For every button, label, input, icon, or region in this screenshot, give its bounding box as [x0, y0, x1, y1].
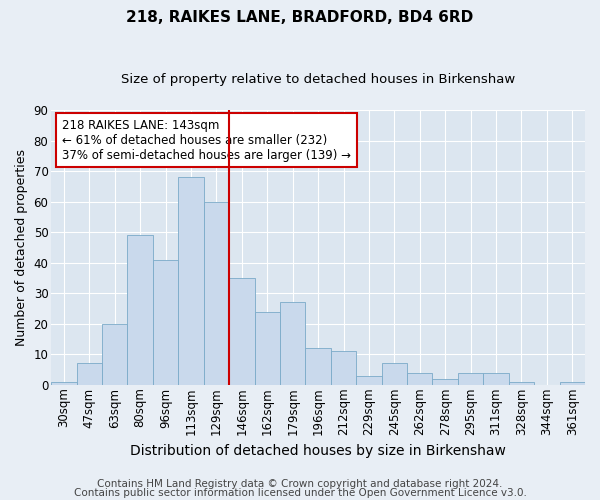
- Bar: [178, 178, 204, 385]
- Text: 218, RAIKES LANE, BRADFORD, BD4 6RD: 218, RAIKES LANE, BRADFORD, BD4 6RD: [127, 10, 473, 25]
- Bar: [305, 348, 331, 385]
- X-axis label: Distribution of detached houses by size in Birkenshaw: Distribution of detached houses by size …: [130, 444, 506, 458]
- Text: Contains HM Land Registry data © Crown copyright and database right 2024.: Contains HM Land Registry data © Crown c…: [97, 479, 503, 489]
- Bar: [560, 382, 585, 385]
- Y-axis label: Number of detached properties: Number of detached properties: [15, 149, 28, 346]
- Text: 218 RAIKES LANE: 143sqm
← 61% of detached houses are smaller (232)
37% of semi-d: 218 RAIKES LANE: 143sqm ← 61% of detache…: [62, 118, 351, 162]
- Bar: [77, 364, 102, 385]
- Text: Contains public sector information licensed under the Open Government Licence v3: Contains public sector information licen…: [74, 488, 526, 498]
- Bar: [331, 351, 356, 385]
- Bar: [254, 312, 280, 385]
- Title: Size of property relative to detached houses in Birkenshaw: Size of property relative to detached ho…: [121, 72, 515, 86]
- Bar: [127, 236, 153, 385]
- Bar: [229, 278, 254, 385]
- Bar: [382, 364, 407, 385]
- Bar: [509, 382, 534, 385]
- Bar: [458, 372, 484, 385]
- Bar: [102, 324, 127, 385]
- Bar: [204, 202, 229, 385]
- Bar: [280, 302, 305, 385]
- Bar: [484, 372, 509, 385]
- Bar: [433, 378, 458, 385]
- Bar: [356, 376, 382, 385]
- Bar: [51, 382, 77, 385]
- Bar: [407, 372, 433, 385]
- Bar: [153, 260, 178, 385]
